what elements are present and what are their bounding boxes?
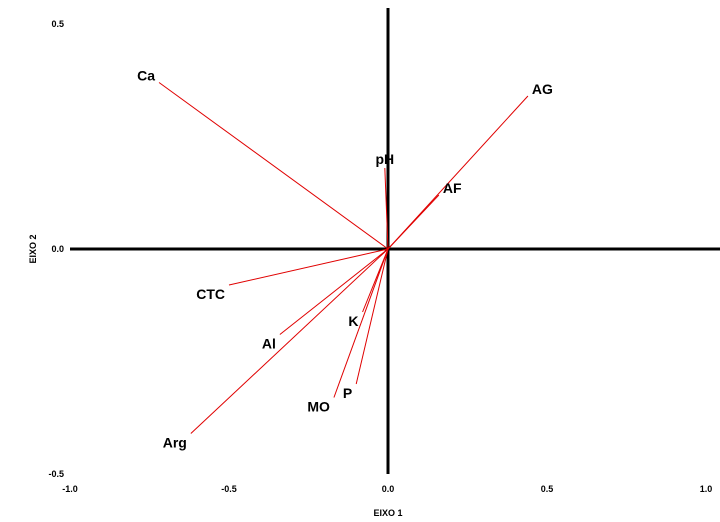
y-axis-label: EIXO 2 — [28, 234, 38, 263]
x-tick-label: -0.5 — [221, 484, 237, 494]
vector-line-al — [279, 248, 389, 335]
vector-line-arg — [190, 248, 389, 434]
x-axis-label: EIXO 1 — [373, 508, 402, 518]
vector-line-ag — [387, 95, 529, 250]
y-tick-label: -0.5 — [48, 469, 64, 479]
vector-label-arg: Arg — [163, 435, 187, 451]
vector-line-af — [387, 194, 440, 250]
vector-label-ag: AG — [532, 81, 553, 97]
vector-line-mo — [333, 248, 389, 398]
tick-labels: -1.0 -0.5 0.0 0.5 1.0 0.5 0.0 -0.5 — [48, 19, 712, 494]
vector-label-mo: MO — [307, 399, 330, 415]
x-tick-label: 0.5 — [541, 484, 554, 494]
x-tick-label: -1.0 — [62, 484, 78, 494]
vector-line-ctc — [228, 248, 389, 286]
y-tick-label: 0.5 — [51, 19, 64, 29]
x-tick-label: 1.0 — [700, 484, 713, 494]
x-tick-label: 0.0 — [382, 484, 395, 494]
vector-label-al: Al — [262, 336, 276, 352]
vector-label-ca: Ca — [137, 68, 155, 84]
vector-label-ph: pH — [375, 151, 394, 167]
vector-label-k: K — [348, 313, 358, 329]
vector-line-ph — [384, 167, 389, 250]
vector-labels: Ca AG pH AF CTC K Al P MO Arg — [137, 68, 553, 451]
y-tick-label: 0.0 — [51, 244, 64, 254]
vector-line-ca — [158, 82, 389, 250]
vector-label-ctc: CTC — [196, 286, 225, 302]
vector-series — [158, 82, 529, 434]
vector-line-p — [355, 248, 389, 385]
vector-label-af: AF — [443, 180, 462, 196]
vector-label-p: P — [343, 385, 352, 401]
